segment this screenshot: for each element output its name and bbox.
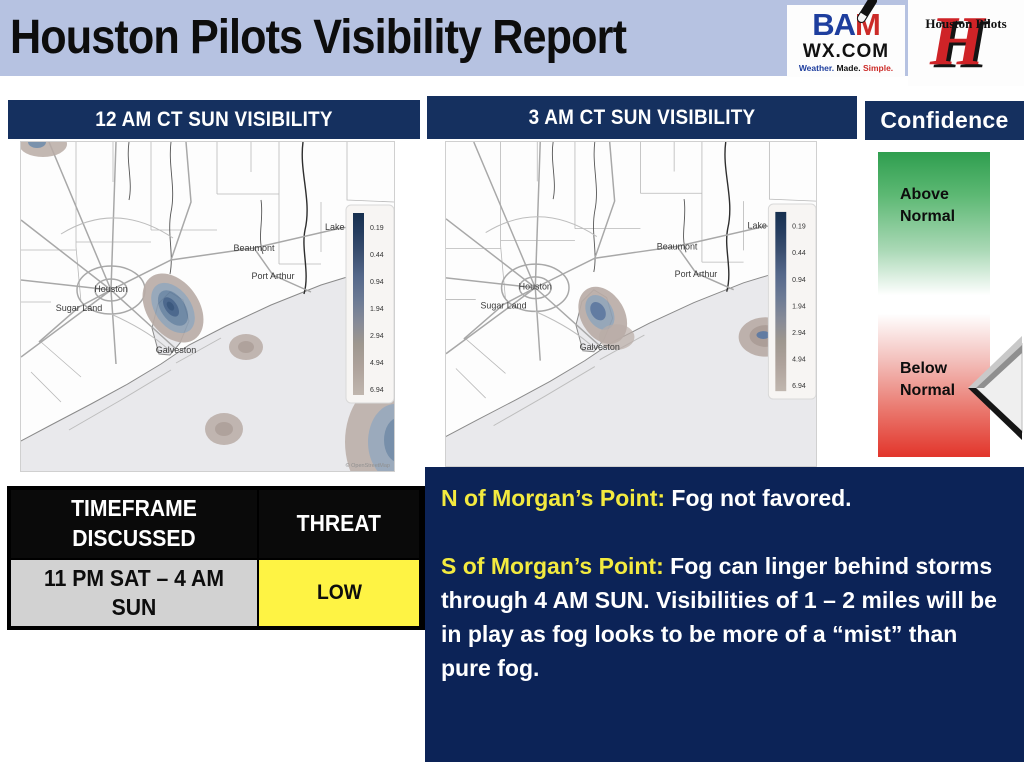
bam-tagline: Weather. Made. Simple. — [798, 63, 894, 74]
discussion-north-text: Fog not favored. — [671, 485, 852, 511]
discussion-north: N of Morgan’s Point: Fog not favored. — [441, 481, 1008, 515]
bam-domain: WX.COM — [802, 41, 890, 63]
confidence-header: Confidence — [865, 101, 1024, 140]
timeframe-value: 11 PM SAT – 4 AM SUN — [10, 559, 258, 627]
confidence-below-normal-label: Below Normal — [900, 360, 956, 400]
houston-pilots-wordmark: Houston Pilots — [925, 16, 1007, 31]
visibility-map-12am[interactable]: © OpenStreetMap — [20, 141, 395, 472]
threat-level-badge: LOW — [258, 559, 420, 627]
table-header-timeframe: TIMEFRAME DISCUSSED — [10, 489, 258, 559]
discussion-south-text: Fog can linger behind storms through 4 A… — [441, 553, 997, 681]
panel-title-12am: 12 AM CT SUN VISIBILITY — [8, 100, 420, 139]
houston-pilots-logo: H Houston Pilots — [908, 0, 1024, 86]
confidence-pointer-arrow-icon — [968, 336, 1023, 440]
bam-wordmark: BAM — [812, 0, 881, 40]
map-attribution: © OpenStreetMap — [346, 462, 390, 469]
houston-pilots-monogram: H — [930, 3, 985, 80]
discussion-south: S of Morgan’s Point: Fog can linger behi… — [441, 549, 1008, 685]
visibility-map-3am[interactable] — [445, 141, 817, 467]
confidence-above-normal-label: Above Normal — [900, 186, 956, 226]
bamwx-logo: BAM WX.COM Weather. Made. Simple. — [787, 0, 905, 77]
discussion-north-label: N of Morgan’s Point: — [441, 485, 666, 511]
threat-table: TIMEFRAME DISCUSSED THREAT 11 PM SAT – 4… — [7, 486, 429, 630]
confidence-scale: Above Normal Below Normal — [878, 152, 990, 457]
forecast-discussion: N of Morgan’s Point: Fog not favored. S … — [425, 467, 1024, 762]
panel-title-3am: 3 AM CT SUN VISIBILITY — [427, 96, 857, 139]
discussion-south-label: S of Morgan’s Point: — [441, 553, 664, 579]
page-title: Houston Pilots Visibility Report — [10, 11, 627, 64]
table-header-threat: THREAT — [258, 489, 420, 559]
